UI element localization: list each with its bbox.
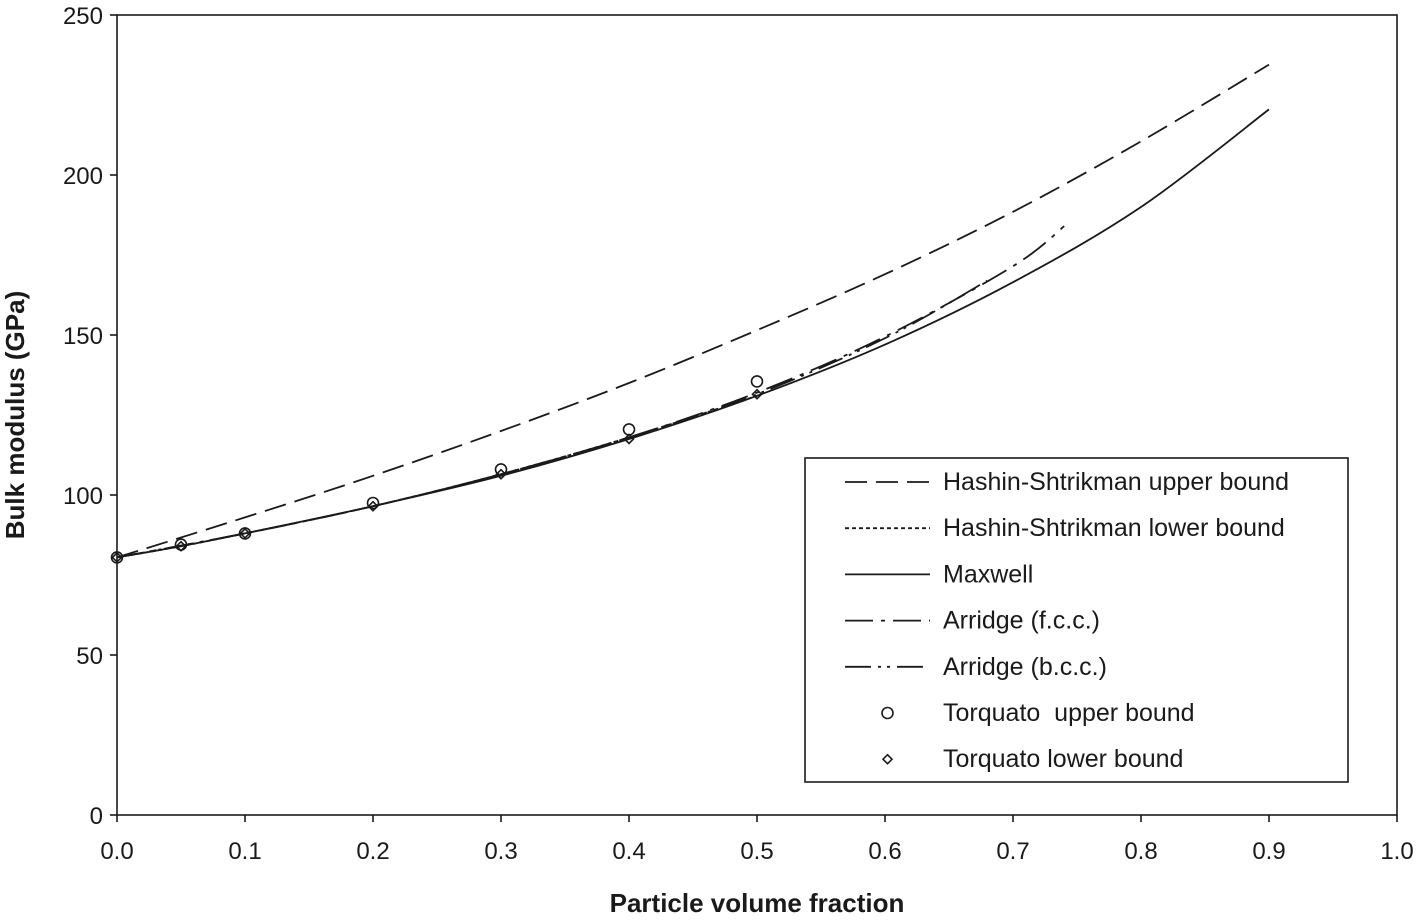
legend: Hashin-Shtrikman upper bound Hashin-Shtri… bbox=[804, 457, 1349, 783]
legend-box bbox=[804, 457, 1349, 783]
y-tick-label: 250 bbox=[63, 3, 103, 30]
data-point-torquato-upper-bound bbox=[622, 423, 636, 436]
data-point-torquato-lower-bound bbox=[239, 527, 251, 540]
legend-label-maxwell: Maxwell bbox=[943, 560, 1033, 588]
legend-swatch-torquato-upper-bound bbox=[881, 706, 894, 720]
legend-swatch-torquato-lower-bound bbox=[881, 753, 894, 765]
series-line-hashin-shtrikman-upper-bound bbox=[116, 63, 1270, 559]
y-axis: 0 50 100 150 200 250 bbox=[63, 3, 117, 830]
x-tick-label: 1.0 bbox=[1380, 838, 1413, 865]
data-point-torquato-lower-bound bbox=[495, 468, 507, 480]
data-point-torquato-lower-bound bbox=[111, 551, 123, 564]
x-tick-label: 0.6 bbox=[868, 838, 901, 865]
series-line-maxwell bbox=[116, 108, 1270, 559]
x-tick-label: 0.3 bbox=[484, 838, 517, 865]
y-tick-label: 0 bbox=[90, 803, 103, 830]
x-axis: 0.0 0.1 0.2 0.3 0.4 0.5 0.6 0.7 0.8 0.9 1.0 bbox=[100, 815, 1414, 865]
y-tick-label: 150 bbox=[63, 323, 103, 350]
y-tick-label: 100 bbox=[63, 483, 103, 510]
data-point-torquato-lower-bound bbox=[175, 540, 187, 552]
x-tick-label: 0.8 bbox=[1124, 838, 1157, 865]
y-axis-title: Bulk modulus (GPa) bbox=[0, 291, 30, 539]
y-tick-label: 200 bbox=[63, 163, 103, 190]
data-point-torquato-lower-bound bbox=[751, 388, 763, 400]
legend-label-hashin-shtrikman-lower-bound: Hashin-Shtrikman lower bound bbox=[943, 514, 1285, 542]
legend-label-arridge-f-c-c: Arridge (f.c.c.) bbox=[943, 607, 1100, 635]
x-tick-label: 0.4 bbox=[612, 838, 645, 865]
data-point-torquato-lower-bound bbox=[367, 500, 379, 512]
series-layer bbox=[116, 63, 1270, 559]
x-tick-label: 0.0 bbox=[100, 838, 133, 865]
x-tick-label: 0.5 bbox=[740, 838, 773, 865]
x-tick-label: 0.7 bbox=[996, 838, 1029, 865]
x-tick-label: 0.9 bbox=[1252, 838, 1285, 865]
legend-label-torquato-upper-bound: Torquato upper bound bbox=[943, 699, 1195, 727]
y-tick-label: 50 bbox=[76, 643, 103, 670]
legend-label-hashin-shtrikman-upper-bound: Hashin-Shtrikman upper bound bbox=[943, 468, 1289, 496]
x-tick-label: 0.1 bbox=[228, 838, 261, 865]
data-point-torquato-lower-bound bbox=[623, 433, 635, 445]
x-tick-label: 0.2 bbox=[356, 838, 389, 865]
series-line-hashin-shtrikman-lower-bound bbox=[116, 394, 758, 559]
legend-label-arridge-b-c-c: Arridge (b.c.c.) bbox=[943, 653, 1107, 681]
data-point-torquato-upper-bound bbox=[366, 496, 380, 510]
marker-layer bbox=[110, 375, 764, 564]
legend-label-torquato-lower-bound: Torquato lower bound bbox=[943, 745, 1183, 773]
x-axis-title: Particle volume fraction bbox=[610, 888, 905, 918]
data-point-torquato-upper-bound bbox=[750, 375, 764, 388]
data-point-torquato-upper-bound bbox=[494, 463, 508, 476]
